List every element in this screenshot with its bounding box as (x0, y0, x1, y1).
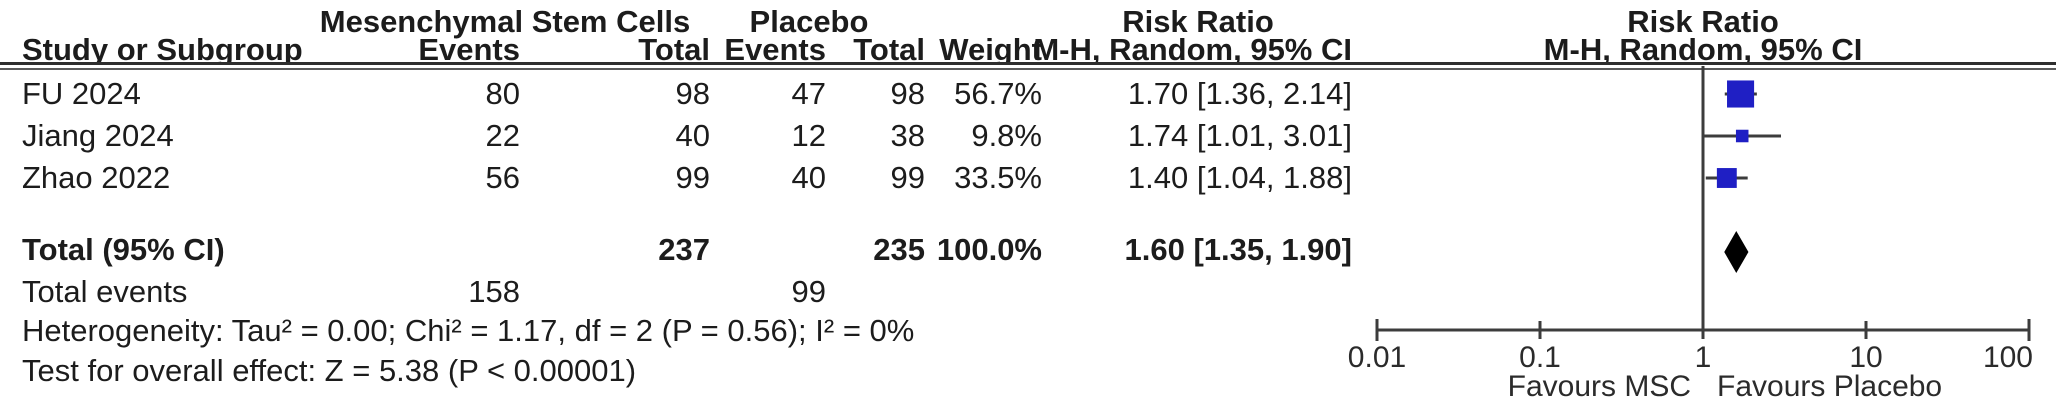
total-weight: 100.0% (936, 232, 1042, 267)
study-events2: 47 (791, 76, 826, 111)
group-header-msc: Mesenchymal Stem Cells (319, 4, 691, 39)
study-weight: 33.5% (954, 160, 1042, 195)
study-total1: 40 (675, 118, 710, 153)
study-ci: 1.70 [1.36, 2.14] (1127, 76, 1352, 111)
overall-effect-text: Test for overall effect: Z = 5.38 (P < 0… (22, 353, 637, 388)
col-header-study: Study or Subgroup (22, 32, 303, 67)
col-header-events2: Events (724, 32, 826, 67)
axis-tick-label: 100 (1983, 341, 2033, 374)
axis-tick-label: 1 (1695, 341, 1712, 374)
effect-square (1727, 80, 1755, 108)
group-header-risk-ratio-right: Risk Ratio (1627, 4, 1779, 39)
study-total1: 98 (675, 76, 710, 111)
group-header-risk-ratio-left: Risk Ratio (1122, 4, 1274, 39)
axis-tick-label: 0.1 (1519, 341, 1561, 374)
axis-tick-label: 10 (1849, 341, 1882, 374)
total-events-events1: 158 (468, 274, 520, 309)
col-header-ci-right: M-H, Random, 95% CI (1543, 32, 1863, 67)
total-events-label: Total events (22, 274, 188, 309)
col-header-ci: M-H, Random, 95% CI (1033, 32, 1352, 67)
study-events2: 12 (791, 118, 826, 153)
axis-tick-label: 0.01 (1348, 341, 1406, 374)
study-weight: 56.7% (954, 76, 1042, 111)
header-divider (0, 62, 2056, 70)
total-total2: 235 (873, 232, 925, 267)
effect-square (1716, 168, 1737, 188)
study-weight: 9.8% (971, 118, 1042, 153)
favours-left-label: Favours MSC (1508, 370, 1691, 401)
study-name: Jiang 2024 (22, 118, 174, 153)
col-header-events1: Events (418, 32, 520, 67)
heterogeneity-text: Heterogeneity: Tau² = 0.00; Chi² = 1.17,… (22, 313, 915, 348)
study-total2: 38 (890, 118, 925, 153)
total-total1: 237 (658, 232, 710, 267)
total-diamond (1724, 231, 1749, 273)
study-events1: 22 (485, 118, 520, 153)
col-header-total1: Total (638, 32, 710, 67)
total-ci: 1.60 [1.35, 1.90] (1124, 232, 1353, 267)
study-ci: 1.40 [1.04, 1.88] (1127, 160, 1352, 195)
study-name: Zhao 2022 (22, 160, 171, 195)
total-events-events2: 99 (791, 274, 826, 309)
study-name: FU 2024 (22, 76, 141, 111)
study-total2: 98 (890, 76, 925, 111)
favours-right-label: Favours Placebo (1717, 370, 1942, 401)
study-total2: 99 (890, 160, 925, 195)
study-events1: 80 (485, 76, 520, 111)
study-total1: 99 (675, 160, 710, 195)
effect-square (1735, 129, 1749, 143)
group-header-placebo: Placebo (749, 4, 869, 39)
col-header-weight: Weight (939, 32, 1042, 67)
study-events1: 56 (485, 160, 520, 195)
total-label: Total (95% CI) (22, 232, 225, 267)
study-ci: 1.74 [1.01, 3.01] (1127, 118, 1352, 153)
col-header-total2: Total (853, 32, 925, 67)
study-events2: 40 (791, 160, 826, 195)
